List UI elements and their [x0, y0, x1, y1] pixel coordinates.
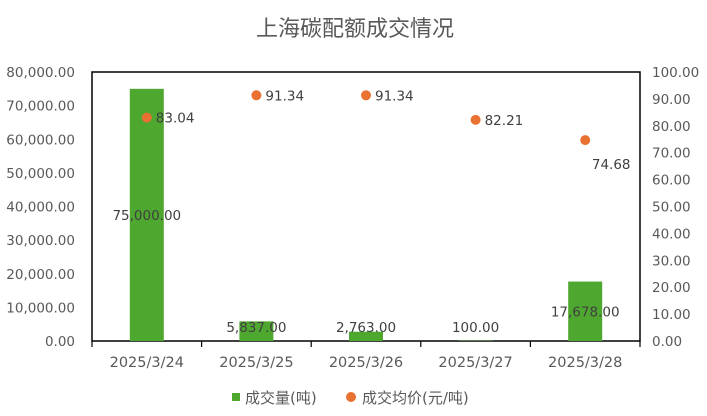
legend-swatch-price: [346, 392, 356, 402]
bar-data-label: 2,763.00: [336, 320, 396, 336]
price-point: [361, 90, 371, 101]
x-tick-label: 2025/3/24: [110, 355, 184, 371]
price-data-label: 74.68: [592, 157, 631, 173]
y-left-axis: 0.00 10,000.00 20,000.00 30,000.00 40,000.00…: [6, 65, 75, 350]
x-tick-label: 2025/3/25: [219, 355, 293, 371]
points-layer: [141, 90, 591, 146]
bar-data-label: 17,678.00: [551, 304, 620, 320]
bar: [568, 281, 603, 341]
y-left-tick-label: 40,000.00: [6, 200, 75, 216]
y-left-tick-label: 60,000.00: [6, 132, 75, 148]
price-point: [251, 90, 262, 101]
price-data-label: 91.34: [265, 88, 304, 104]
price-data-label: 83.04: [156, 111, 195, 127]
x-tick-label: 2025/3/26: [329, 355, 403, 371]
legend-label-price: 成交均价(元/吨): [362, 389, 469, 407]
y-left-tick-label: 10,000.00: [6, 300, 75, 316]
y-right-tick-label: 40.00: [652, 226, 691, 242]
bar: [349, 331, 383, 341]
y-right-tick-label: 10.00: [652, 307, 691, 323]
y-right-tick-label: 30.00: [652, 253, 691, 269]
y-left-tick-label: 0.00: [45, 334, 75, 350]
y-right-tick-label: 60.00: [652, 173, 691, 189]
x-axis: 2025/3/24 2025/3/25 2025/3/26 2025/3/27 2025…: [91, 341, 641, 371]
x-tick-label: 2025/3/28: [548, 355, 622, 371]
bar-data-label: 75,000.00: [112, 208, 181, 224]
legend-swatch-volume: [232, 393, 240, 401]
legend: 成交量(吨) 成交均价(元/吨): [232, 389, 469, 407]
bar: [239, 321, 274, 341]
price-data-label: 82.21: [485, 113, 524, 129]
bars-layer: [129, 88, 603, 341]
y-right-tick-label: 90.00: [652, 92, 691, 108]
y-right-tick-label: 70.00: [652, 146, 691, 162]
y-right-tick-label: 100.00: [652, 65, 699, 81]
legend-label-volume: 成交量(吨): [245, 389, 317, 407]
bar-data-label: 100.00: [452, 320, 499, 336]
labels-layer: 75,000.00 5,837.00 2,763.00 100.00 17,678.00…: [112, 88, 630, 336]
y-right-tick-label: 20.00: [652, 280, 691, 296]
x-tick-label: 2025/3/27: [438, 355, 512, 371]
y-left-tick-label: 80,000.00: [6, 65, 75, 81]
y-left-tick-label: 70,000.00: [6, 99, 75, 115]
y-right-tick-label: 0.00: [652, 334, 682, 350]
y-left-tick-label: 30,000.00: [6, 233, 75, 249]
bar: [129, 88, 164, 341]
chart-title: 上海碳配额成交情况: [256, 17, 454, 42]
y-left-tick-label: 50,000.00: [6, 166, 75, 182]
price-point: [580, 135, 591, 146]
y-left-tick-label: 20,000.00: [6, 267, 75, 283]
price-point: [470, 114, 481, 125]
bar-data-label: 5,837.00: [226, 320, 286, 336]
y-right-axis: 0.00 10.00 20.00 30.00 40.00 50.00 60.00 70.00 8…: [652, 65, 699, 350]
price-point: [141, 112, 152, 123]
y-right-tick-label: 80.00: [652, 119, 691, 135]
price-data-label: 91.34: [375, 88, 414, 104]
y-right-tick-label: 50.00: [652, 200, 691, 216]
